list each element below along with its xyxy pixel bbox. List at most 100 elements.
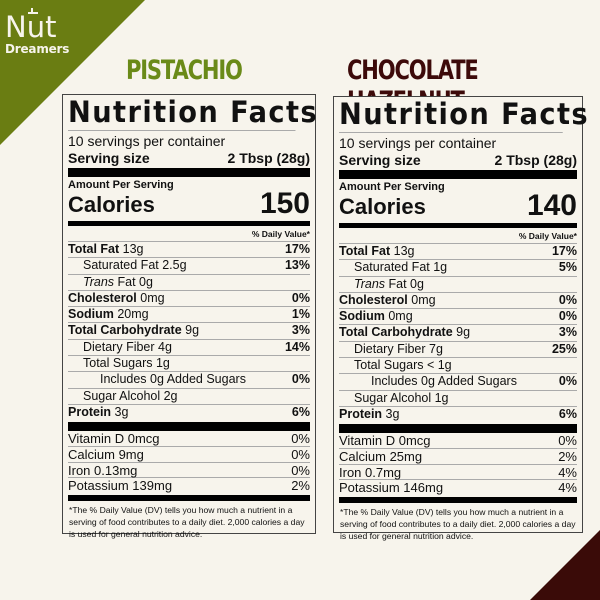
label-text: Potassium 139mg xyxy=(68,478,173,494)
nutrient-row-total-carbohydrate: Total Carbohydrate 9g 3% xyxy=(68,323,310,340)
daily-value-header: % Daily Value* xyxy=(68,228,310,242)
nutrient-row-saturated-fat: Saturated Fat 2.5g 13% xyxy=(68,258,310,275)
label-text: Total Sugars 1g xyxy=(83,356,170,371)
calories-row: Calories 140 xyxy=(339,189,577,222)
divider-thick xyxy=(339,424,577,434)
serving-size-row: Serving size 2 Tbsp (28g) xyxy=(68,150,310,167)
label-text: Vitamin D 0mcg xyxy=(68,431,160,447)
daily-value-header: % Daily Value* xyxy=(339,230,577,244)
label-text: 4% xyxy=(558,464,577,480)
label-text: 2% xyxy=(291,478,310,494)
nutrient-row-trans-fat: Trans Fat 0g xyxy=(339,277,577,293)
label-text: 20mg xyxy=(117,307,149,322)
label-text: Total Carbohydrate 9g xyxy=(68,323,199,338)
label-text: Total Carbohydrate xyxy=(339,325,453,340)
serving-size-row: Serving size 2 Tbsp (28g) xyxy=(339,152,577,169)
nutrition-facts-heading: Nutrition Facts xyxy=(68,95,319,131)
nutrient-row-total-sugars: Total Sugars < 1g xyxy=(339,358,577,375)
nutrient-row-sodium: Sodium 20mg 1% xyxy=(68,307,310,324)
label-text: 25% xyxy=(551,341,577,356)
divider-medium xyxy=(339,497,577,504)
label-text: 3% xyxy=(291,323,310,338)
label-text: Sodium 0mg xyxy=(339,309,413,324)
label-text: Sodium 20mg xyxy=(68,307,149,322)
label-text: Trans xyxy=(83,274,115,289)
label-text: 9g xyxy=(456,325,471,340)
label-text: 5% xyxy=(558,260,577,275)
nutrient-row-trans-fat: Trans Fat 0g xyxy=(68,275,310,291)
calories-label: Calories xyxy=(68,192,155,217)
label-text: Total Carbohydrate 9g xyxy=(339,325,470,340)
label-text: Iron 0.7mg xyxy=(339,464,402,480)
label-text: 0% xyxy=(558,292,577,307)
vitamin-row: Vitamin D 0mcg 0% xyxy=(68,431,310,447)
servings-per-container: 10 servings per container xyxy=(339,135,497,151)
nutrient-row-cholesterol: Cholesterol 0mg 0% xyxy=(339,292,577,310)
acorn-cap-icon xyxy=(28,8,38,18)
serving-size-label: Serving size xyxy=(68,150,150,166)
label-text: Trans xyxy=(354,276,386,291)
label-text: 2% xyxy=(558,448,577,464)
label-text: 0% xyxy=(558,433,577,449)
calories-row: Calories 150 xyxy=(68,189,310,219)
nutrient-row-total-carbohydrate: Total Carbohydrate 9g 3% xyxy=(339,325,577,342)
label-text: Total Sugars < 1g xyxy=(354,358,452,373)
serving-size-label: Serving size xyxy=(339,152,421,168)
vitamin-row: Iron 0.13mg 0% xyxy=(68,463,310,479)
brand-logo: Nut Dreamers xyxy=(5,8,69,55)
label-text: Dietary Fiber 7g xyxy=(354,341,443,356)
label-text: 0mg xyxy=(411,292,436,307)
label-text: Total Fat xyxy=(68,242,120,256)
label-text: Includes 0g Added Sugars xyxy=(371,374,517,389)
nutrient-row-total-sugars: Total Sugars 1g xyxy=(68,356,310,373)
divider-thick xyxy=(68,422,310,432)
nutrient-row-protein: Protein 3g 6% xyxy=(68,405,310,421)
label-text: Vitamin D 0mcg xyxy=(339,433,431,449)
nutrient-row-sugar-alcohol: Sugar Alcohol 1g xyxy=(339,391,577,407)
label-text: Saturated Fat 2.5g xyxy=(83,258,187,273)
label-text: Trans Fat 0g xyxy=(68,275,153,290)
nutrient-row-added-sugars: Includes 0g Added Sugars 0% xyxy=(68,372,310,389)
label-text: 0% xyxy=(291,462,310,478)
label-text: 9g xyxy=(185,323,200,338)
label-text: 13g xyxy=(122,242,144,256)
label-text: 3g xyxy=(114,404,129,419)
label-text: 6% xyxy=(558,406,577,421)
label-text: Fat 0g xyxy=(114,274,153,289)
daily-value-footnote: *The % Daily Value (DV) tells you how mu… xyxy=(69,505,305,540)
calories-value: 140 xyxy=(526,189,577,222)
label-text: Iron 0.13mg xyxy=(68,462,138,478)
label-text: Cholesterol xyxy=(339,292,408,307)
label-text: 0mg xyxy=(388,309,413,324)
label-text: Sodium xyxy=(339,309,385,324)
label-text: 13% xyxy=(284,258,310,273)
vitamin-row: Iron 0.7mg 4% xyxy=(339,465,577,481)
label-text: 0% xyxy=(558,309,577,324)
label-text: 13g xyxy=(393,244,415,258)
label-text: 17% xyxy=(551,244,577,258)
divider-thick xyxy=(339,170,577,179)
label-text: Trans Fat 0g xyxy=(339,277,424,292)
divider-medium xyxy=(68,221,310,226)
nutrition-label-pistachio: Nutrition Facts 10 servings per containe… xyxy=(62,94,319,539)
label-text: 6% xyxy=(291,404,310,419)
nutrient-row-saturated-fat: Saturated Fat 1g 5% xyxy=(339,260,577,277)
vitamin-row: Potassium 146mg 4% xyxy=(339,480,577,496)
label-text: Protein xyxy=(339,406,383,421)
nutrition-label-chocolate-hazelnut: Nutrition Facts 10 servings per containe… xyxy=(333,96,588,541)
label-text: Calcium 25mg xyxy=(339,448,423,464)
label-text: 3% xyxy=(558,325,577,340)
label-text: Includes 0g Added Sugars xyxy=(100,372,246,387)
nutrient-row-sodium: Sodium 0mg 0% xyxy=(339,309,577,326)
label-text: 3g xyxy=(385,406,400,421)
servings-per-container: 10 servings per container xyxy=(68,133,226,149)
nutrient-row-total-fat: Total Fat 13g 17% xyxy=(68,242,310,259)
label-text: Cholesterol xyxy=(68,290,137,305)
label-text: Sugar Alcohol 1g xyxy=(354,390,449,405)
product-title-pistachio: PISTACHIO xyxy=(126,55,243,86)
vitamin-row: Potassium 139mg 2% xyxy=(68,478,310,494)
divider-thick xyxy=(68,168,310,177)
label-text: 0% xyxy=(291,431,310,447)
daily-value-footnote: *The % Daily Value (DV) tells you how mu… xyxy=(340,507,576,542)
nutrient-row-total-fat: Total Fat 13g 17% xyxy=(339,244,577,261)
